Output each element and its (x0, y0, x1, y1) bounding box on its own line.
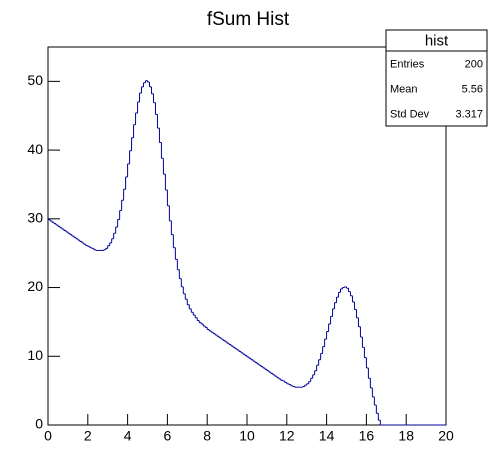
y-tick-label: 50 (27, 72, 43, 88)
y-tick-label: 40 (27, 141, 43, 157)
stats-box (385, 29, 488, 127)
stats-value: 5.56 (462, 83, 483, 95)
y-tick-label: 20 (27, 278, 43, 294)
x-tick-label: 14 (319, 428, 335, 444)
stats-name: Mean (390, 83, 418, 95)
y-tick-label: 0 (35, 416, 43, 432)
x-tick-label: 0 (44, 428, 52, 444)
x-tick-label: 6 (164, 428, 172, 444)
chart-title: fSum Hist (207, 9, 290, 30)
y-tick-label: 10 (27, 347, 43, 363)
x-tick-label: 2 (84, 428, 92, 444)
x-tick-label: 10 (239, 428, 255, 444)
stats-value: 3.317 (455, 108, 483, 120)
x-tick-label: 16 (359, 428, 375, 444)
y-tick-label: 30 (27, 210, 43, 226)
x-tick-label: 8 (203, 428, 211, 444)
x-tick-label: 12 (279, 428, 295, 444)
x-tick-label: 4 (124, 428, 132, 444)
stats-title: hist (425, 32, 449, 49)
stats-name: Std Dev (390, 108, 430, 120)
x-tick-label: 18 (398, 428, 414, 444)
x-tick-label: 20 (438, 428, 454, 444)
stats-name: Entries (390, 58, 425, 70)
stats-value: 200 (465, 58, 483, 70)
